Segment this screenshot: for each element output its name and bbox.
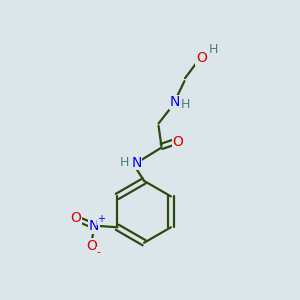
Text: -: - bbox=[97, 247, 101, 257]
Text: O: O bbox=[71, 212, 82, 226]
Text: N: N bbox=[131, 156, 142, 170]
Text: O: O bbox=[172, 135, 183, 149]
Text: N: N bbox=[88, 219, 99, 233]
Text: O: O bbox=[196, 51, 207, 65]
Text: N: N bbox=[169, 95, 180, 109]
Text: O: O bbox=[86, 239, 97, 253]
Text: +: + bbox=[98, 214, 105, 224]
Text: H: H bbox=[181, 98, 190, 111]
Text: H: H bbox=[120, 156, 129, 169]
Text: H: H bbox=[209, 44, 218, 56]
